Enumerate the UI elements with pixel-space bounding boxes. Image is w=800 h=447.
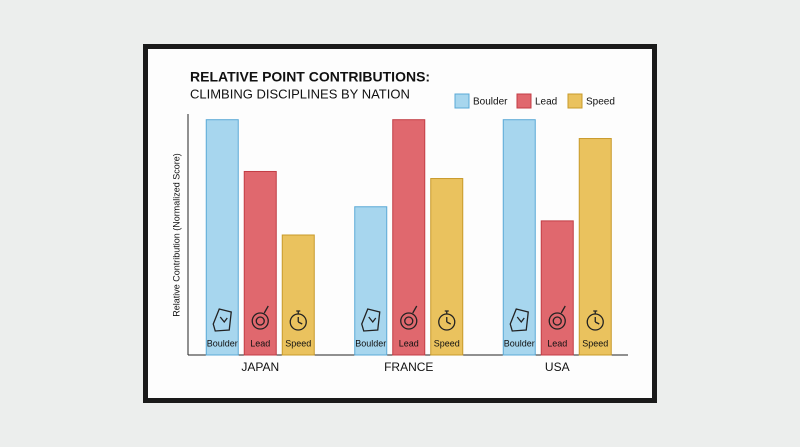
chart-title: RELATIVE POINT CONTRIBUTIONS: xyxy=(190,69,430,85)
icon xyxy=(361,308,381,332)
legend-label: Boulder xyxy=(473,97,508,108)
bar-label: Lead xyxy=(399,338,419,348)
legend-label: Speed xyxy=(586,97,615,108)
legend-swatch xyxy=(454,93,470,109)
chart-subtitle: CLIMBING DISCIPLINES BY NATION xyxy=(190,86,410,101)
icon xyxy=(593,310,600,325)
bar xyxy=(281,234,315,356)
icon xyxy=(509,308,529,332)
bar-label: Lead xyxy=(547,338,567,348)
bar xyxy=(392,119,426,356)
bar xyxy=(540,220,574,356)
icon xyxy=(552,316,562,326)
bar xyxy=(205,119,239,356)
icon xyxy=(251,312,269,330)
bar xyxy=(430,178,464,356)
bar-label: Boulder xyxy=(355,338,386,348)
icon xyxy=(255,316,265,326)
icon xyxy=(404,316,414,326)
x-tick-label: USA xyxy=(545,360,570,374)
icon xyxy=(412,305,418,314)
icon xyxy=(212,308,232,332)
bar-label: Boulder xyxy=(504,338,535,348)
bar-label: Lead xyxy=(250,338,270,348)
icon xyxy=(296,310,303,325)
bar-label: Speed xyxy=(582,338,608,348)
bar xyxy=(354,206,388,356)
x-tick-label: FRANCE xyxy=(384,360,433,374)
bar-label: Speed xyxy=(434,338,460,348)
bar xyxy=(502,119,536,356)
bar-label: Boulder xyxy=(207,338,238,348)
icon xyxy=(560,305,566,314)
icon xyxy=(444,310,452,325)
bar xyxy=(243,170,277,356)
x-tick-label: JAPAN xyxy=(241,360,279,374)
bar-label: Speed xyxy=(285,338,311,348)
legend-swatch xyxy=(567,93,583,109)
legend-swatch xyxy=(516,93,532,109)
icon xyxy=(400,312,418,330)
icon xyxy=(548,312,566,330)
y-axis-label: Relative Contribution (Normalized Score) xyxy=(171,153,181,317)
legend-label: Lead xyxy=(535,97,557,108)
icon xyxy=(263,305,269,314)
